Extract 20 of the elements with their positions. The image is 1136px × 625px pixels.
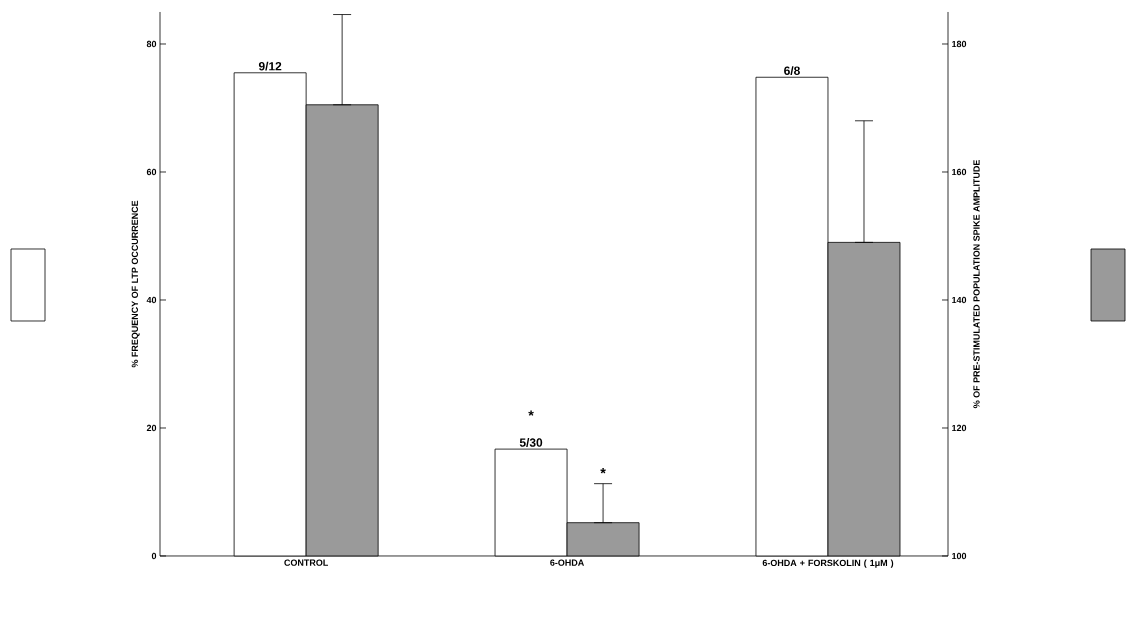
y2-tick-label: 100	[952, 552, 967, 560]
y2-tick-label: 160	[952, 168, 967, 176]
x-tick-label: CONTROL	[284, 559, 329, 566]
y2-axis-title: % OF PRE-STIMULATED POPULATION SPIKE AMPLITUDE	[973, 159, 980, 409]
y-axis-title: % FREQUENCY OF LTP OCCURRENCE	[131, 200, 140, 368]
y-tick-label: 60	[146, 168, 157, 176]
y2-tick-label: 120	[952, 424, 967, 432]
y-tick-label: 80	[146, 40, 157, 48]
y-tick-label: 0	[151, 552, 157, 560]
x-tick-label: 6-OHDA + FORSKOLIN ( 1μM )	[762, 559, 894, 568]
y2-tick-label: 140	[952, 296, 967, 304]
annotation: *	[600, 468, 606, 474]
x-tick-label: 6-OHDA	[550, 559, 584, 566]
annotation: *	[528, 410, 534, 416]
y-tick-label: 20	[146, 424, 157, 432]
annotation: 6/8	[784, 66, 800, 76]
y-tick-label: 40	[146, 296, 157, 304]
annotation: 9/12	[258, 61, 282, 71]
y2-tick-label: 180	[952, 40, 967, 48]
annotation: 5/30	[519, 438, 543, 447]
